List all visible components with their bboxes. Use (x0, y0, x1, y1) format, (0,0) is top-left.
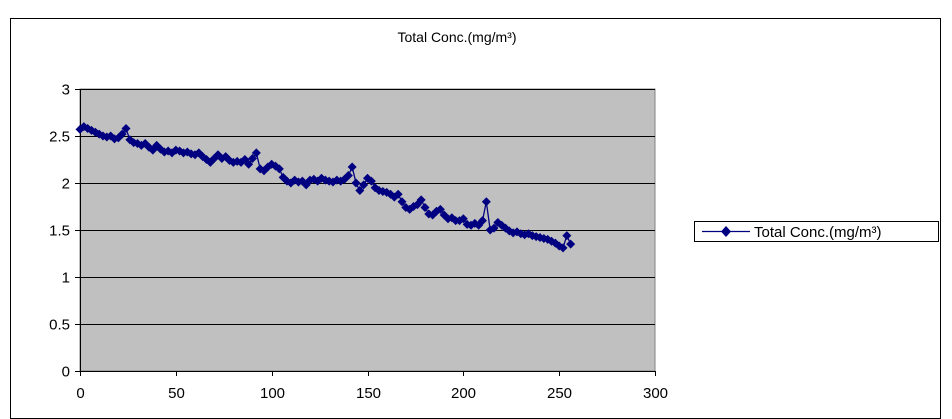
data-point (366, 176, 376, 186)
data-point (397, 197, 407, 207)
x-tick-label: 300 (643, 385, 668, 402)
data-point (489, 223, 499, 233)
x-tick-label: 0 (76, 385, 84, 402)
x-tick-label: 200 (451, 385, 476, 402)
data-point (244, 159, 254, 169)
y-tick-label: 1.5 (49, 223, 70, 240)
y-tick-label: 2.5 (49, 129, 70, 146)
data-point (79, 122, 89, 132)
data-point (393, 189, 403, 199)
data-point (481, 197, 491, 207)
x-tick-label: 50 (168, 385, 185, 402)
legend-label: Total Conc.(mg/m³) (754, 224, 882, 241)
data-point (274, 164, 284, 174)
data-point (562, 231, 572, 241)
data-point (251, 148, 261, 158)
legend-box (694, 221, 939, 242)
data-point (416, 195, 426, 205)
y-tick-label: 0.5 (49, 317, 70, 334)
axes: 0 0.5 1 1.5 2 2.5 3 0 50 100 150 200 250 300 (49, 82, 668, 403)
y-tick-label: 2 (62, 176, 70, 193)
legend: Total Conc.(mg/m³) (694, 221, 939, 242)
legend-marker-icon (721, 226, 731, 237)
data-point (478, 216, 487, 226)
x-tick-label: 100 (260, 385, 285, 402)
y-tick-label: 3 (62, 82, 70, 99)
x-tick-label: 250 (547, 385, 572, 402)
x-tick-label: 150 (356, 385, 381, 402)
series-layer (75, 122, 576, 253)
data-point (248, 154, 257, 164)
y-tick-label: 0 (62, 364, 70, 381)
data-point (343, 170, 353, 180)
data-point (355, 186, 365, 196)
data-point (435, 204, 445, 214)
data-point (117, 129, 127, 139)
data-point (458, 214, 468, 224)
data-point (566, 239, 576, 249)
data-point (351, 178, 361, 188)
chart-title: Total Conc.(mg/m³) (397, 29, 516, 45)
data-point (359, 180, 369, 190)
data-point (420, 202, 430, 212)
y-tick-label: 1 (62, 270, 70, 287)
data-point (121, 123, 131, 133)
data-point (347, 162, 357, 172)
data-point (558, 243, 568, 253)
